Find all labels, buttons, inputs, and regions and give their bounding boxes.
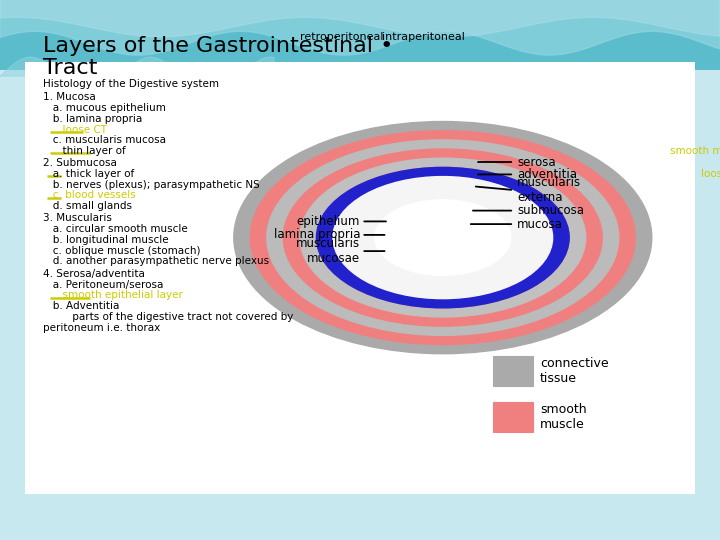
Text: submucosa: submucosa [517,204,584,217]
Text: loose CT: loose CT [701,169,720,179]
Text: d. small glands: d. small glands [43,201,132,211]
Text: c. blood vessels: c. blood vessels [43,191,136,200]
Ellipse shape [234,122,652,354]
Text: b. longitudinal muscle: b. longitudinal muscle [43,235,168,245]
Text: connective
tissue: connective tissue [540,357,608,385]
Text: b. lamina propria: b. lamina propria [43,114,143,124]
Text: muscularis
mucosae: muscularis mucosae [296,237,360,265]
Text: b. nerves (plexus); parasympathetic NS: b. nerves (plexus); parasympathetic NS [43,180,260,190]
Text: smooth epithelial layer: smooth epithelial layer [43,291,183,300]
Text: epithelium: epithelium [297,215,360,228]
Text: parts of the digestive tract not covered by: parts of the digestive tract not covered… [43,312,294,322]
Text: a. thick layer of: a. thick layer of [43,169,138,179]
Text: adventitia: adventitia [517,168,577,181]
Ellipse shape [317,167,570,308]
Text: intraperitoneal: intraperitoneal [382,32,465,42]
Text: a. circular smooth muscle: a. circular smooth muscle [43,224,188,234]
Text: 2. Submucosa: 2. Submucosa [43,158,117,168]
Text: mucosa: mucosa [517,218,563,231]
Bar [25,62,695,494]
Ellipse shape [284,149,602,326]
Text: lamina propria: lamina propria [274,228,360,241]
Ellipse shape [333,177,553,299]
Ellipse shape [267,140,618,335]
Text: serosa: serosa [517,156,556,168]
Text: b. Adventitia: b. Adventitia [43,301,120,311]
Text: retroperitoneal: retroperitoneal [300,32,384,42]
Text: Layers of the Gastrointestinal •: Layers of the Gastrointestinal • [43,36,394,56]
Text: Tract: Tract [43,57,98,78]
Text: a. Peritoneum/serosa: a. Peritoneum/serosa [43,280,163,289]
Bar [493,402,533,432]
Text: thin layer of: thin layer of [43,146,129,156]
Text: c. muscularis mucosa: c. muscularis mucosa [43,136,166,145]
Ellipse shape [374,200,511,275]
Text: c. oblique muscle (stomach): c. oblique muscle (stomach) [43,246,201,255]
Ellipse shape [251,131,635,345]
Text: smooth muscle: smooth muscle [670,146,720,156]
Text: 4. Serosa/adventita: 4. Serosa/adventita [43,269,145,279]
Text: smooth
muscle: smooth muscle [540,403,587,431]
Ellipse shape [333,177,553,299]
Text: 3. Muscularis: 3. Muscularis [43,213,112,223]
Text: muscularis
externa: muscularis externa [517,176,581,204]
Ellipse shape [300,158,585,317]
Text: Histology of the Digestive system: Histology of the Digestive system [43,79,219,89]
Text: loose CT: loose CT [43,125,107,134]
Ellipse shape [317,167,570,308]
Bar [0,0,720,70]
Ellipse shape [349,186,536,289]
Text: d. another parasympathetic nerve plexus: d. another parasympathetic nerve plexus [43,256,269,266]
Text: peritoneum i.e. thorax: peritoneum i.e. thorax [43,323,161,333]
Text: 1. Mucosa: 1. Mucosa [43,92,96,102]
Bar [493,356,533,386]
Text: a. mucous epithelium: a. mucous epithelium [43,103,166,113]
